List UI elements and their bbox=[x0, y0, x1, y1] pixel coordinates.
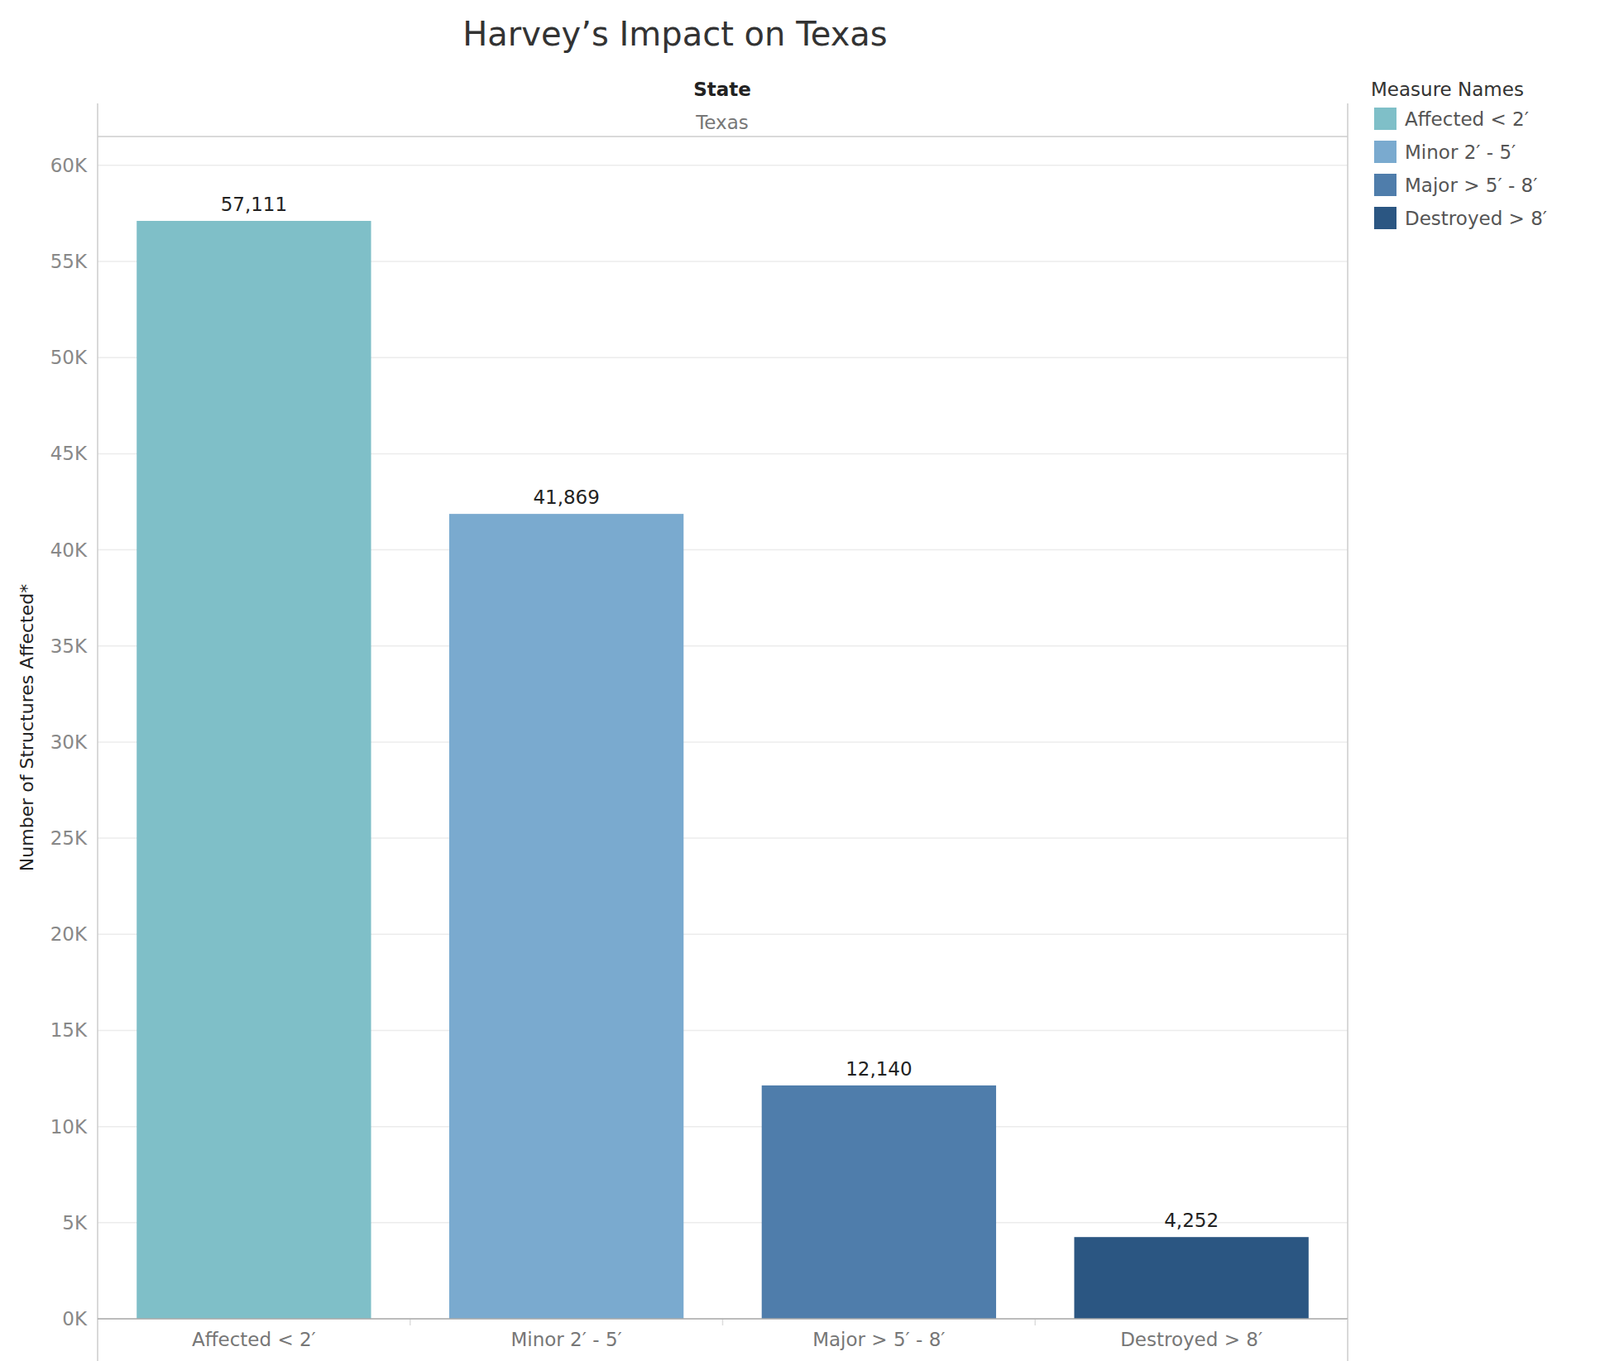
x-divider bbox=[409, 1318, 412, 1326]
x-tick-label: Destroyed > 8′ bbox=[1120, 1328, 1263, 1351]
frame bbox=[1346, 1318, 1349, 1361]
header-frame bbox=[96, 103, 99, 137]
data-label: 41,869 bbox=[532, 486, 599, 508]
legend-title: Measure Names bbox=[1370, 78, 1524, 101]
legend-label: Destroyed > 8′ bbox=[1404, 207, 1548, 230]
header-frame bbox=[97, 135, 1348, 138]
data-label: 57,111 bbox=[220, 193, 288, 216]
legend-label: Major > 5′ - 8′ bbox=[1404, 174, 1538, 197]
facet-value: Texas bbox=[694, 111, 749, 134]
data-label: 12,140 bbox=[845, 1058, 912, 1080]
y-tick-label: 50K bbox=[50, 346, 88, 369]
y-tick-label: 40K bbox=[50, 539, 88, 561]
grid-line bbox=[97, 164, 1348, 167]
x-tick-label: Major > 5′ - 8′ bbox=[812, 1328, 945, 1351]
y-tick-label: 5K bbox=[62, 1211, 88, 1234]
y-tick-label: 10K bbox=[50, 1116, 88, 1138]
bar bbox=[1073, 1236, 1308, 1319]
y-tick-label: 0K bbox=[62, 1307, 88, 1330]
title: Harvey’s Impact on Texas bbox=[462, 14, 887, 53]
legend-swatch bbox=[1374, 107, 1397, 130]
y-tick-label: 20K bbox=[50, 923, 88, 945]
bar bbox=[136, 220, 371, 1319]
header-frame bbox=[1346, 103, 1349, 137]
legend-swatch bbox=[1374, 140, 1397, 163]
bar bbox=[761, 1085, 997, 1319]
legend-swatch bbox=[1374, 206, 1397, 230]
facet-label: State bbox=[693, 78, 752, 101]
y-axis-label: Number of Structures Affected* bbox=[16, 584, 38, 872]
y-tick-label: 35K bbox=[50, 635, 88, 657]
frame bbox=[1346, 136, 1349, 1319]
x-divider bbox=[1034, 1318, 1037, 1326]
data-label: 4,252 bbox=[1164, 1209, 1219, 1232]
x-divider bbox=[722, 1318, 724, 1326]
bars bbox=[136, 220, 1309, 1319]
legend-label: Affected < 2′ bbox=[1404, 108, 1529, 130]
chart: Harvey’s Impact on Texas State Texas 0K 5K 10… bbox=[0, 0, 1600, 1361]
y-tick-label: 30K bbox=[50, 731, 88, 753]
y-tick-label: 25K bbox=[50, 827, 88, 849]
y-tick-label: 60K bbox=[50, 154, 88, 177]
x-tick-label: Minor 2′ - 5′ bbox=[510, 1328, 622, 1351]
y-tick-label: 55K bbox=[50, 250, 88, 273]
x-axis-line bbox=[97, 1317, 1348, 1320]
bar bbox=[449, 513, 684, 1319]
x-tick-label: Affected < 2′ bbox=[191, 1328, 317, 1351]
y-tick-label: 45K bbox=[50, 442, 88, 465]
legend-swatch bbox=[1374, 173, 1397, 197]
axis-line bbox=[96, 136, 99, 1361]
y-tick-label: 15K bbox=[50, 1019, 88, 1041]
grid-line bbox=[97, 1317, 1348, 1320]
legend-label: Minor 2′ - 5′ bbox=[1404, 141, 1516, 163]
